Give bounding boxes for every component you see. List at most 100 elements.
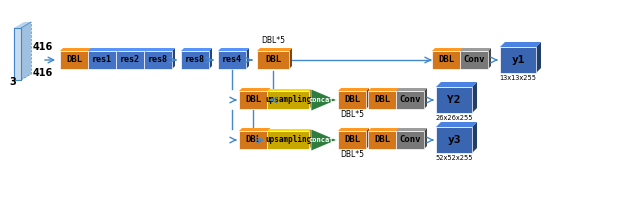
Polygon shape [60,48,91,51]
Polygon shape [460,48,491,51]
Polygon shape [436,82,477,87]
Text: y3: y3 [447,135,461,145]
Bar [338,91,366,109]
Polygon shape [88,48,91,69]
Text: 26x26x255: 26x26x255 [435,115,473,121]
Polygon shape [21,22,31,80]
Text: concat: concat [308,97,333,103]
Text: res1: res1 [92,56,112,64]
Polygon shape [116,48,119,69]
Polygon shape [366,128,369,149]
Bar [14,28,21,80]
Polygon shape [181,48,212,51]
Polygon shape [424,128,427,149]
Text: res8: res8 [185,56,205,64]
Polygon shape [396,128,399,149]
Polygon shape [338,128,369,131]
Text: DBL: DBL [344,135,360,145]
Bar [181,51,209,69]
Polygon shape [309,89,311,109]
Polygon shape [267,129,311,131]
Polygon shape [116,48,147,51]
Text: 416: 416 [33,68,53,78]
Polygon shape [311,129,337,151]
Polygon shape [460,48,463,69]
Polygon shape [396,88,399,109]
Polygon shape [472,82,477,113]
Polygon shape [436,122,477,127]
Polygon shape [267,128,270,149]
Text: DBL: DBL [344,95,360,105]
Text: DBL: DBL [245,95,261,105]
Polygon shape [144,48,175,51]
Polygon shape [246,48,249,69]
Text: upsampling: upsampling [265,95,311,105]
Text: DBL*5: DBL*5 [261,36,285,45]
Polygon shape [172,48,175,69]
Polygon shape [218,48,249,51]
Polygon shape [396,88,427,91]
Polygon shape [267,88,270,109]
Text: Y2: Y2 [447,95,461,105]
Polygon shape [500,42,541,47]
Polygon shape [488,48,491,69]
Text: 13x13x255: 13x13x255 [499,75,536,81]
Polygon shape [396,128,427,131]
Bar [432,51,460,69]
Polygon shape [424,88,427,109]
Text: Conv: Conv [399,95,420,105]
Text: upsampling: upsampling [265,135,311,145]
Text: DBL*5: DBL*5 [340,110,364,119]
Bar [500,47,536,73]
Bar [239,91,267,109]
Bar [88,51,116,69]
Bar [267,131,309,149]
Polygon shape [267,89,311,91]
Text: DBL: DBL [66,56,82,64]
Polygon shape [309,129,311,149]
Polygon shape [257,48,292,51]
Text: concat: concat [308,137,333,143]
Text: Conv: Conv [463,56,484,64]
Bar [218,51,246,69]
Polygon shape [338,88,369,91]
Text: 52x52x255: 52x52x255 [435,155,473,161]
Text: DBL: DBL [374,95,390,105]
Polygon shape [368,128,399,131]
Polygon shape [472,122,477,153]
Bar [436,87,472,113]
Bar [267,91,309,109]
Bar [368,91,396,109]
Text: 416: 416 [33,42,53,52]
Text: y1: y1 [511,55,525,65]
Text: res8: res8 [148,56,168,64]
Polygon shape [366,88,369,109]
Polygon shape [88,48,119,51]
Text: res2: res2 [120,56,140,64]
Polygon shape [432,48,463,51]
Text: DBL: DBL [438,56,454,64]
Text: Conv: Conv [399,135,420,145]
Bar [460,51,488,69]
Text: DBL: DBL [245,135,261,145]
Polygon shape [14,22,31,28]
Polygon shape [209,48,212,69]
Polygon shape [368,88,399,91]
Text: DBL*5: DBL*5 [340,150,364,159]
Bar [116,51,144,69]
Text: res4: res4 [222,56,242,64]
Text: DBL: DBL [265,56,281,64]
Text: DBL: DBL [374,135,390,145]
Bar [239,131,267,149]
Polygon shape [289,48,292,69]
Bar [338,131,366,149]
Polygon shape [239,88,270,91]
Bar [257,51,289,69]
Polygon shape [536,42,541,73]
Bar [396,91,424,109]
Polygon shape [311,89,337,111]
Polygon shape [144,48,147,69]
Text: 3: 3 [9,77,16,87]
Polygon shape [239,128,270,131]
Bar [368,131,396,149]
